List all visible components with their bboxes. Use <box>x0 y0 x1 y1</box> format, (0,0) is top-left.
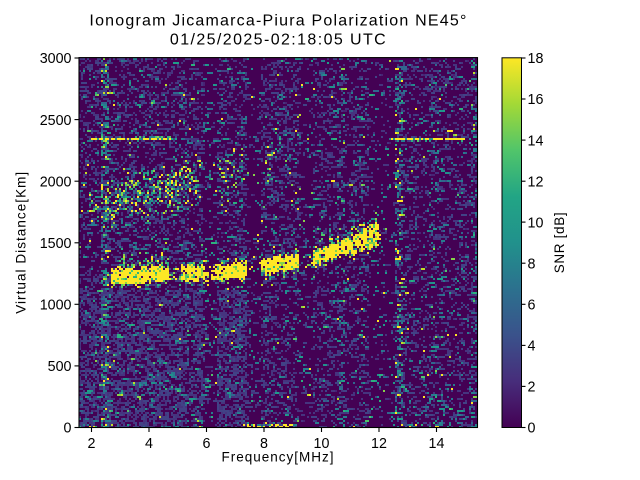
svg-text:8: 8 <box>528 256 536 272</box>
svg-text:18: 18 <box>528 51 544 67</box>
svg-text:2000: 2000 <box>40 174 72 190</box>
svg-text:2: 2 <box>528 380 536 396</box>
svg-text:8: 8 <box>260 436 268 452</box>
svg-text:2500: 2500 <box>40 113 72 129</box>
svg-text:1500: 1500 <box>40 236 72 252</box>
svg-text:0: 0 <box>528 421 536 437</box>
svg-text:4: 4 <box>145 436 153 452</box>
svg-text:Ionogram Jicamarca-Piura Polar: Ionogram Jicamarca-Piura Polarization NE… <box>89 13 467 30</box>
svg-text:6: 6 <box>528 298 536 314</box>
svg-text:10: 10 <box>314 436 330 452</box>
svg-text:2: 2 <box>88 436 96 452</box>
svg-text:Frequency[MHz]: Frequency[MHz] <box>222 450 334 465</box>
svg-text:14: 14 <box>429 436 445 452</box>
svg-text:6: 6 <box>203 436 211 452</box>
svg-text:3000: 3000 <box>40 51 72 67</box>
svg-text:SNR [dB]: SNR [dB] <box>552 212 567 273</box>
svg-text:12: 12 <box>371 436 387 452</box>
svg-text:1000: 1000 <box>40 298 72 314</box>
svg-text:Virtual Distance[Km]: Virtual Distance[Km] <box>14 172 29 314</box>
svg-text:01/25/2025-02:18:05 UTC: 01/25/2025-02:18:05 UTC <box>170 31 387 48</box>
svg-text:4: 4 <box>528 339 536 355</box>
svg-text:0: 0 <box>64 421 72 437</box>
svg-text:500: 500 <box>48 359 72 375</box>
svg-text:14: 14 <box>528 133 544 149</box>
svg-text:10: 10 <box>528 215 544 231</box>
svg-text:12: 12 <box>528 174 544 190</box>
svg-text:16: 16 <box>528 92 544 108</box>
